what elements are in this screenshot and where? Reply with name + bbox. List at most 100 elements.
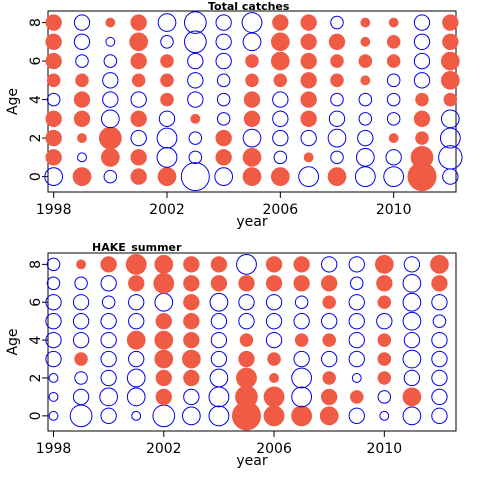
bubble-positive <box>440 51 460 71</box>
bubble-positive <box>242 167 262 186</box>
bubble-positive <box>128 275 145 292</box>
bubble-negative <box>160 35 174 49</box>
bubble-negative <box>321 350 338 368</box>
bubble-negative <box>158 110 176 127</box>
chart-title: Total catches <box>208 0 290 13</box>
bubble-negative <box>349 276 364 291</box>
bubble-negative <box>100 109 120 129</box>
bubble-negative <box>48 410 59 421</box>
bubble-negative <box>351 373 362 383</box>
bubble-negative <box>265 313 283 330</box>
bubble-positive <box>183 313 200 330</box>
bubble-negative <box>386 112 401 126</box>
bubble-positive <box>190 113 201 124</box>
bubble-positive <box>100 256 117 273</box>
bubble-negative <box>72 388 90 406</box>
x-tick-label: 2006 <box>256 441 292 457</box>
bubble-negative <box>376 313 393 330</box>
y-tick-label: 6 <box>28 298 44 307</box>
bubble-positive <box>293 275 310 292</box>
bubble-positive <box>402 387 422 407</box>
bubble-negative <box>348 256 365 273</box>
y-tick-label: 8 <box>28 260 44 269</box>
bubble-positive <box>160 92 174 107</box>
bubble-negative <box>100 313 117 330</box>
bubble-positive <box>300 72 317 89</box>
bubble-negative <box>216 73 231 88</box>
bubble-negative <box>102 91 119 108</box>
bubble-negative <box>328 110 346 127</box>
bubble-negative <box>215 33 232 50</box>
bubble-negative <box>183 30 207 54</box>
y-axis-title: Age <box>5 328 21 355</box>
bubble-negative <box>128 313 145 330</box>
bubble-positive <box>154 255 174 274</box>
bubble-positive <box>183 275 200 292</box>
bubble-negative <box>321 256 338 273</box>
y-tick-label: 2 <box>28 374 44 383</box>
bubble-positive <box>330 73 344 88</box>
bubble-negative <box>180 162 210 192</box>
bubble-negative <box>188 131 203 145</box>
bubble-positive <box>270 32 290 52</box>
bubble-positive <box>377 352 392 366</box>
bubble-positive <box>77 133 87 144</box>
bubble-negative <box>431 369 448 387</box>
bubble-positive <box>155 313 172 330</box>
bubble-positive <box>388 17 399 28</box>
bubble-negative <box>402 406 422 426</box>
y-tick-label: 4 <box>28 95 44 104</box>
bubble-positive <box>327 167 347 186</box>
bubble-positive <box>215 129 232 147</box>
bubble-positive <box>130 52 147 70</box>
bubble-negative <box>103 169 118 184</box>
bubble-negative <box>215 52 232 70</box>
bubble-negative <box>403 331 421 349</box>
bubble-positive <box>322 371 336 385</box>
bubble-negative <box>236 253 257 275</box>
bubble-positive <box>183 369 200 387</box>
bubble-negative <box>74 371 88 385</box>
bubble-positive <box>74 352 88 366</box>
bubble-negative <box>273 150 288 165</box>
bubble-positive <box>386 54 401 68</box>
bubble-negative <box>377 390 392 404</box>
bubble-positive <box>360 17 371 28</box>
bubble-positive <box>130 149 147 166</box>
bubble-positive <box>330 54 344 68</box>
chart-panel-2: HAKE_summer 1998 2002 2006 2010 0 2 4 6 8 year Age <box>5 241 457 469</box>
bubble-negative <box>265 331 283 349</box>
bubble-positive <box>321 388 338 406</box>
bubble-negative <box>187 72 204 89</box>
bubble-negative <box>357 129 374 147</box>
bubble-positive <box>360 36 371 47</box>
bubble-positive <box>410 145 434 169</box>
bubble-negative <box>157 13 177 32</box>
bubble-negative <box>431 388 448 406</box>
bubble-negative <box>432 314 447 328</box>
bubble-positive <box>321 275 338 292</box>
bubble-negative <box>402 292 422 312</box>
bubble-positive <box>210 275 228 292</box>
bubble-negative <box>130 129 147 147</box>
bubble-negative <box>100 369 117 387</box>
bubble-positive <box>349 390 364 404</box>
bubble-negative <box>48 391 59 402</box>
bubble-positive <box>45 129 62 147</box>
bubble-negative <box>103 54 118 68</box>
bubble-positive <box>270 51 290 71</box>
bubble-negative <box>241 12 263 33</box>
bubble-positive <box>130 110 147 127</box>
bubble-negative <box>242 128 262 148</box>
bubble-positive <box>377 333 392 347</box>
bubble-negative <box>152 404 176 428</box>
bubble-negative <box>187 91 204 108</box>
bubble-positive <box>238 350 255 368</box>
bubble-positive <box>45 110 62 127</box>
bubble-negative <box>156 146 178 168</box>
bubble-negative <box>45 350 62 368</box>
bubble-positive <box>270 167 290 186</box>
bubble-positive <box>126 330 146 350</box>
bubble-negative <box>238 294 255 311</box>
